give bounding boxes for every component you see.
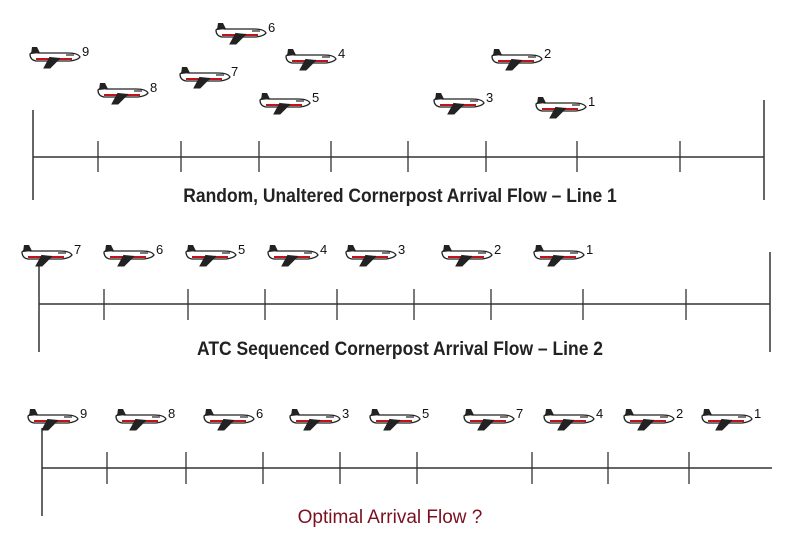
line-1-ticks bbox=[97, 141, 681, 172]
line-2-plane-7: 7 bbox=[21, 242, 81, 267]
line-3-ticks bbox=[106, 452, 690, 484]
svg-text:3: 3 bbox=[342, 406, 349, 421]
line-2-plane-1: 1 bbox=[533, 242, 593, 267]
svg-text:4: 4 bbox=[338, 46, 345, 61]
svg-text:1: 1 bbox=[588, 94, 595, 109]
line-2-plane-6: 6 bbox=[103, 242, 163, 267]
svg-text:3: 3 bbox=[486, 90, 493, 105]
svg-text:5: 5 bbox=[422, 406, 429, 421]
line-1-plane-4: 4 bbox=[285, 46, 345, 71]
svg-text:8: 8 bbox=[150, 80, 157, 95]
svg-text:8: 8 bbox=[168, 406, 175, 421]
svg-text:2: 2 bbox=[494, 242, 501, 257]
svg-text:9: 9 bbox=[80, 406, 87, 421]
svg-text:3: 3 bbox=[398, 242, 405, 257]
svg-text:6: 6 bbox=[256, 406, 263, 421]
line-2-ticks bbox=[103, 289, 687, 320]
line-3-group: 9 8 6 3 5 7 4 2 1 bbox=[27, 406, 772, 516]
svg-text:4: 4 bbox=[320, 242, 327, 257]
svg-text:7: 7 bbox=[231, 64, 238, 79]
svg-text:1: 1 bbox=[754, 406, 761, 421]
line-3-plane-1: 1 bbox=[701, 406, 761, 431]
svg-text:4: 4 bbox=[596, 406, 603, 421]
svg-text:7: 7 bbox=[516, 406, 523, 421]
line-2-title: ATC Sequenced Cornerpost Arrival Flow – … bbox=[196, 339, 604, 360]
svg-text:1: 1 bbox=[586, 242, 593, 257]
line-1-plane-3: 3 bbox=[433, 90, 493, 115]
line-1-title: Random, Unaltered Cornerpost Arrival Flo… bbox=[183, 186, 617, 207]
line-1-plane-1: 1 bbox=[535, 94, 595, 119]
line-1-plane-9: 9 bbox=[29, 44, 89, 69]
line-3-plane-7: 7 bbox=[463, 406, 523, 431]
line-2-group: 7 6 5 4 3 2 1 bbox=[21, 242, 771, 352]
line-2-plane-4: 4 bbox=[267, 242, 327, 267]
svg-text:9: 9 bbox=[82, 44, 89, 59]
line-3-plane-6: 6 bbox=[203, 406, 263, 431]
line-1-plane-2: 2 bbox=[491, 46, 551, 71]
line-1-plane-8: 8 bbox=[97, 80, 157, 105]
svg-text:6: 6 bbox=[156, 242, 163, 257]
line-3-plane-9: 9 bbox=[27, 406, 87, 431]
line-2-plane-2: 2 bbox=[441, 242, 501, 267]
line-3-plane-5: 5 bbox=[369, 406, 429, 431]
svg-text:7: 7 bbox=[74, 242, 81, 257]
line-3-title: Optimal Arrival Flow ? bbox=[297, 507, 483, 528]
line-2-plane-3: 3 bbox=[345, 242, 405, 267]
line-1-plane-5: 5 bbox=[259, 90, 319, 115]
line-1-group: 9 8 7 6 4 5 3 2 1 bbox=[29, 20, 765, 200]
svg-text:2: 2 bbox=[544, 46, 551, 61]
line-3-plane-4: 4 bbox=[543, 406, 603, 431]
line-3-plane-3: 3 bbox=[289, 406, 349, 431]
svg-text:5: 5 bbox=[312, 90, 319, 105]
line-1-plane-7: 7 bbox=[179, 64, 238, 89]
svg-text:6: 6 bbox=[268, 20, 275, 35]
svg-text:5: 5 bbox=[238, 242, 245, 257]
line-3-plane-8: 8 bbox=[115, 406, 175, 431]
line-2-plane-5: 5 bbox=[185, 242, 245, 267]
line-3-plane-2: 2 bbox=[623, 406, 683, 431]
line-1-plane-6: 6 bbox=[215, 20, 275, 45]
svg-text:2: 2 bbox=[676, 406, 683, 421]
